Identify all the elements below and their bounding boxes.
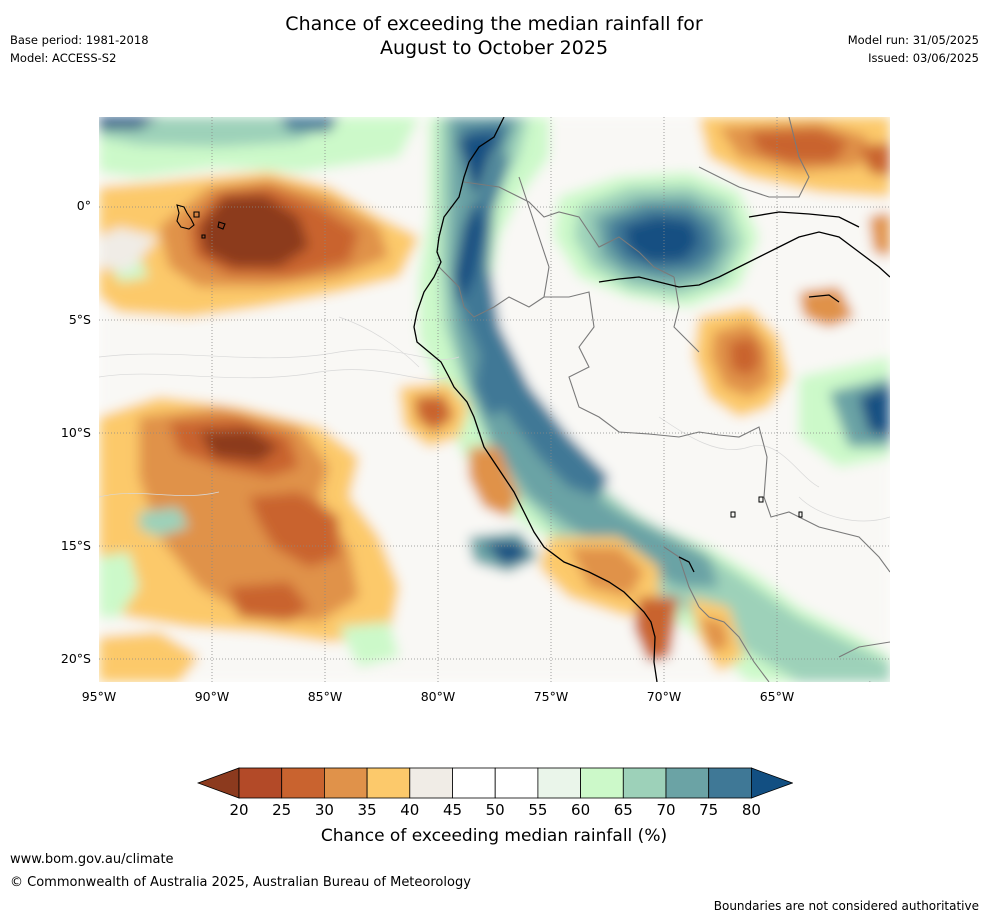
colorbar-tick-45: 45 [442,801,463,819]
colorbar-box-55-60 [537,767,581,799]
colorbar-tick-75: 75 [699,801,719,819]
colorbar-box-40-45 [409,767,453,799]
lat-label-5s: 5°S [68,312,91,327]
colorbar-box-20-25 [238,767,283,799]
lon-label-70w: 70°W [646,689,682,704]
colorbar-tick-80: 80 [741,801,761,819]
colorbar-tick-25: 25 [272,801,292,819]
rainfall-map [99,117,890,682]
galapagos-islands [176,204,226,239]
contour-lines [99,316,890,522]
country-borders [438,117,890,682]
colorbar-box-35-40 [366,767,411,799]
map-title: Chance of exceeding the median rainfall … [0,12,988,60]
lon-label-90w: 90°W [194,689,230,704]
issued-date: Issued: 03/06/2025 [868,51,979,65]
lat-label-10s: 10°S [60,425,91,440]
colorbar-tick-60: 60 [571,801,591,819]
meta-left: Base period: 1981-2018 Model: ACCESS-S2 [10,31,149,67]
meta-right: Model run: 31/05/2025 Issued: 03/06/2025 [848,31,979,67]
title-line-1: Chance of exceeding the median rainfall … [285,13,703,35]
colorbar-tick-65: 65 [613,801,633,819]
coastline [413,117,890,682]
colorbar-high-extend [751,767,794,799]
lon-label-85w: 85°W [307,689,343,704]
lat-label-0: 0° [76,198,91,213]
lat-label-15s: 15°S [60,538,91,553]
colorbar-low-extend [196,767,240,799]
colorbar-label: Chance of exceeding median rainfall (%) [320,826,668,846]
lon-label-80w: 80°W [420,689,456,704]
disclaimer-text: Boundaries are not considered authoritat… [713,899,979,913]
title-line-2: August to October 2025 [379,37,609,59]
probability-field [99,117,890,682]
colorbar-box-45-50 [452,767,496,799]
map-svg [99,117,890,682]
lon-label-65w: 65°W [759,689,795,704]
colorbar-box-50-55 [494,767,539,799]
colorbar-tick-40: 40 [400,801,420,819]
colorbar-box-70-75 [665,767,710,799]
colorbar-box-30-35 [324,767,368,799]
colorbar-tick-55: 55 [528,801,548,819]
colorbar-tick-35: 35 [357,801,377,819]
colorbar-tick-20: 20 [229,801,249,819]
colorbar-tick-70: 70 [656,801,676,819]
lon-label-75w: 75°W [533,689,569,704]
lat-label-20s: 20°S [60,651,91,666]
small-islands [730,496,803,518]
copyright-text: © Commonwealth of Australia 2025, Austra… [10,875,471,890]
colorbar [196,767,794,803]
colorbar-box-25-30 [281,767,325,799]
graticule [99,117,890,682]
base-period: Base period: 1981-2018 [10,33,149,47]
colorbar-box-60-65 [580,767,624,799]
colorbar-svg [196,767,794,799]
model-run: Model run: 31/05/2025 [847,33,979,47]
colorbar-tick-30: 30 [314,801,334,819]
lon-label-95w: 95°W [81,689,117,704]
model-name: Model: ACCESS-S2 [10,51,117,65]
colorbar-box-65-70 [622,767,667,799]
colorbar-box-75-80 [708,767,752,799]
colorbar-tick-50: 50 [485,801,505,819]
website-link[interactable]: www.bom.gov.au/climate [10,852,174,867]
